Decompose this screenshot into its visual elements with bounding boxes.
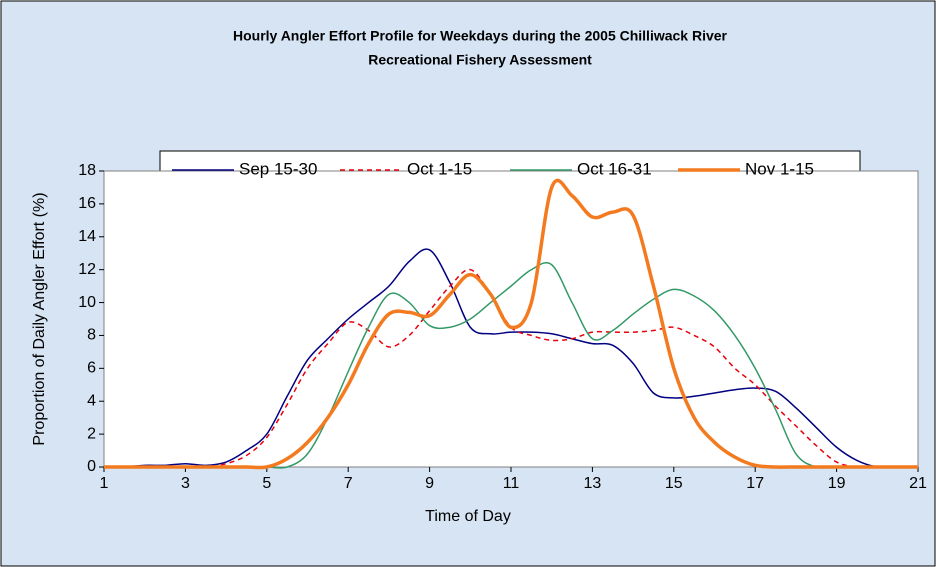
x-tick-label: 21 — [909, 475, 927, 492]
x-tick-label: 1 — [100, 475, 109, 492]
y-tick-label: 6 — [87, 360, 96, 377]
y-tick-label: 14 — [78, 228, 96, 245]
y-tick-label: 18 — [78, 162, 96, 179]
y-tick-label: 10 — [78, 294, 96, 311]
plot-area — [103, 170, 919, 468]
y-tick-label: 12 — [78, 261, 96, 278]
x-tick-label: 9 — [425, 475, 434, 492]
x-tick-label: 5 — [262, 475, 271, 492]
series-line — [103, 248, 918, 469]
legend-text: Oct 16-31 — [577, 159, 652, 178]
legend-text: Sep 15-30 — [239, 159, 317, 178]
x-axis-title: Time of Day — [425, 508, 511, 525]
x-tick-label: 11 — [503, 475, 520, 492]
series-line — [103, 178, 918, 470]
y-axis-title: Proportion of Daily Angler Effort (%) — [31, 192, 48, 445]
x-tick-label: 17 — [746, 475, 764, 492]
x-tick-label: 13 — [584, 475, 602, 492]
y-tick-label: 8 — [87, 327, 96, 344]
legend-text: Oct 1-15 — [407, 159, 472, 178]
y-tick-label: 2 — [87, 425, 96, 442]
x-tick-label: 19 — [828, 475, 846, 492]
legend-text: Nov 1-15 — [745, 159, 814, 178]
chart-title: Hourly Angler Effort Profile for Weekday… — [233, 28, 728, 44]
y-tick-label: 0 — [87, 458, 96, 475]
y-tick-label: 4 — [87, 392, 96, 409]
y-tick-label: 16 — [78, 195, 96, 212]
x-tick-label: 3 — [181, 475, 190, 492]
chart-subtitle: Recreational Fishery Assessment — [368, 52, 592, 68]
x-tick-label: 7 — [344, 475, 353, 492]
x-tick-label: 15 — [665, 475, 683, 492]
